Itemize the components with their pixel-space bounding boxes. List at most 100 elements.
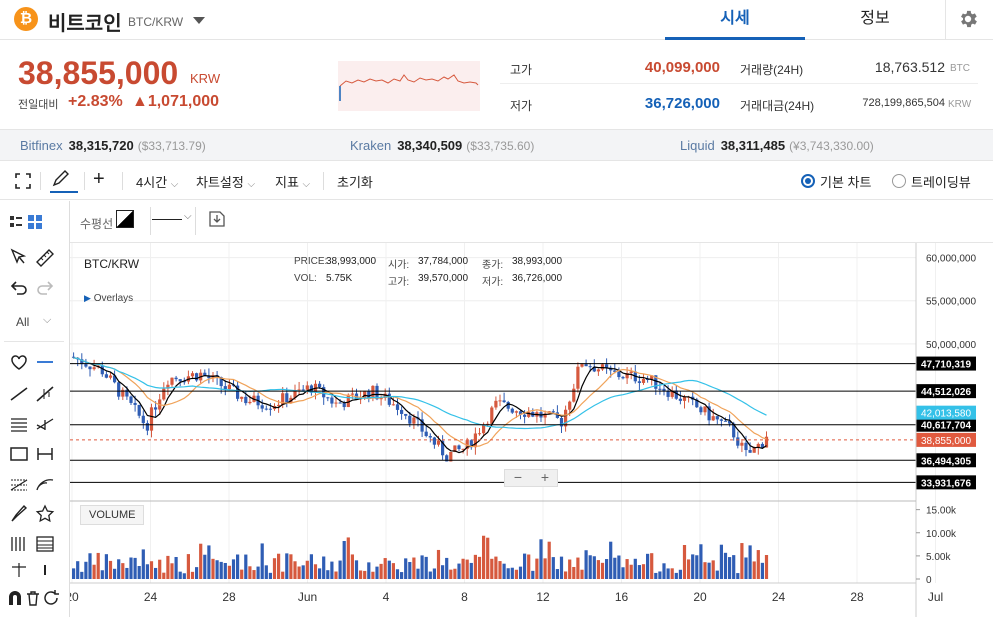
rectangle-tool-icon[interactable] bbox=[8, 443, 32, 465]
candle-body bbox=[473, 433, 477, 448]
volume-bar bbox=[498, 561, 502, 579]
volume-panel-label: VOLUME bbox=[80, 505, 145, 525]
horizontal-line-label: 36,494,305 bbox=[921, 456, 971, 467]
heart-favorite-icon[interactable] bbox=[8, 351, 32, 373]
y-tick-label: 60,000,000 bbox=[926, 254, 976, 265]
volume-bar bbox=[199, 543, 203, 579]
reset-button[interactable]: 초기화 bbox=[337, 175, 373, 190]
undo-icon[interactable] bbox=[8, 277, 32, 299]
candle-body bbox=[514, 411, 518, 413]
volume-bar bbox=[318, 568, 322, 579]
tab-info[interactable]: 정보 bbox=[860, 10, 890, 27]
chevron-down-icon: ⌵ bbox=[184, 211, 192, 222]
price-chart[interactable]: 47,710,319 44,512,026 40,617,704 36,494,305… bbox=[70, 243, 993, 617]
candle-body bbox=[764, 436, 769, 448]
tradingview-label[interactable]: 트레이딩뷰 bbox=[911, 175, 971, 190]
star-icon[interactable] bbox=[34, 503, 58, 525]
list-view-icon[interactable] bbox=[8, 211, 32, 233]
volume-bar bbox=[338, 560, 342, 579]
chart-symbol: BTC/KRW bbox=[84, 257, 140, 271]
long-position-icon[interactable] bbox=[8, 559, 32, 581]
horizontal-line-tool-icon[interactable] bbox=[34, 351, 58, 373]
price-range-icon[interactable] bbox=[34, 443, 58, 465]
volume-24h: 18,763.512 bbox=[874, 59, 945, 75]
candle-body bbox=[322, 387, 326, 398]
candle-body bbox=[113, 375, 117, 383]
zoom-in-button[interactable]: + bbox=[540, 469, 550, 485]
candle-body bbox=[281, 393, 285, 405]
fib-arc-icon[interactable] bbox=[34, 473, 58, 495]
candle-body bbox=[719, 419, 723, 421]
chart-settings-select[interactable]: 차트설정 ⌵ bbox=[196, 172, 255, 191]
volume-bar bbox=[80, 571, 84, 579]
coin-select-chevron-down-icon[interactable] bbox=[193, 17, 205, 24]
toolbar-divider bbox=[122, 172, 123, 190]
table-icon[interactable] bbox=[34, 533, 58, 555]
candle-body bbox=[641, 379, 646, 383]
candle-body bbox=[260, 405, 264, 409]
save-drawing-icon[interactable] bbox=[206, 208, 228, 233]
pitchfork-icon[interactable] bbox=[34, 413, 58, 435]
volume-bar bbox=[330, 561, 334, 579]
exchange-price: 38,311,485 bbox=[720, 138, 786, 153]
volume-bar bbox=[108, 560, 113, 579]
grid-view-icon[interactable] bbox=[26, 211, 50, 233]
toolbar-divider bbox=[323, 172, 324, 190]
redo-icon[interactable] bbox=[34, 277, 58, 299]
overlays-toggle[interactable]: ▶ Overlays bbox=[84, 293, 133, 304]
volume-bar bbox=[121, 563, 125, 579]
zoom-out-button[interactable]: − bbox=[513, 469, 523, 485]
brush-icon[interactable] bbox=[8, 503, 32, 525]
candle-body bbox=[236, 385, 240, 399]
add-icon[interactable]: + bbox=[93, 168, 105, 190]
volume-bar bbox=[211, 558, 215, 579]
fullscreen-icon[interactable] bbox=[14, 172, 32, 193]
volume-bar bbox=[322, 556, 326, 579]
candle-body bbox=[584, 364, 588, 367]
parallel-lines-icon[interactable] bbox=[8, 413, 32, 435]
info-close-value: 38,993,000 bbox=[512, 256, 563, 267]
volume-bar bbox=[424, 556, 428, 579]
draw-pencil-icon[interactable] bbox=[50, 169, 78, 193]
candle-body bbox=[137, 404, 141, 416]
play-icon: ▶ bbox=[84, 293, 91, 303]
candle-body bbox=[100, 365, 104, 375]
volume-bar bbox=[469, 562, 473, 579]
change-rate: +2.83% bbox=[68, 93, 123, 110]
short-position-icon[interactable] bbox=[34, 559, 58, 581]
price-chart-svg[interactable]: 47,710,319 44,512,026 40,617,704 36,494,305… bbox=[70, 243, 993, 617]
chevron-down-icon: ⌵ bbox=[43, 314, 52, 326]
volume-bar bbox=[88, 553, 92, 579]
magnet-icon[interactable] bbox=[4, 587, 28, 609]
info-vol-key: VOL: bbox=[294, 273, 317, 284]
volume-bar bbox=[92, 564, 96, 579]
high-price: 40,099,000 bbox=[644, 59, 720, 76]
line-style-select[interactable] bbox=[152, 219, 182, 220]
info-open-key: 시가: bbox=[388, 260, 410, 271]
volume-bar bbox=[572, 566, 576, 579]
y-tick-label: 55,000,000 bbox=[926, 297, 976, 308]
tab-market-price[interactable]: 시세 bbox=[665, 0, 805, 40]
candle-body bbox=[268, 408, 272, 410]
value-24h-unit: KRW bbox=[948, 99, 972, 110]
vertical-lines-icon[interactable] bbox=[8, 533, 32, 555]
x-tick-label: 20 bbox=[70, 590, 79, 604]
interval-select[interactable]: 4시간 ⌵ bbox=[136, 172, 178, 191]
basic-chart-label[interactable]: 기본 차트 bbox=[820, 175, 872, 190]
trend-line-icon[interactable] bbox=[8, 383, 32, 405]
tradingview-radio[interactable] bbox=[892, 174, 906, 188]
cursor-select-icon[interactable] bbox=[8, 247, 32, 269]
refresh-icon[interactable] bbox=[40, 587, 64, 609]
indicators-select[interactable]: 지표 ⌵ bbox=[275, 172, 310, 191]
candle-body bbox=[715, 416, 719, 420]
trash-icon[interactable] bbox=[22, 587, 46, 609]
ray-line-icon[interactable] bbox=[34, 383, 58, 405]
tool-filter-select[interactable]: All bbox=[16, 315, 30, 329]
candle-body bbox=[564, 409, 568, 427]
fibonacci-icon[interactable] bbox=[8, 473, 32, 495]
ruler-icon[interactable] bbox=[34, 247, 58, 269]
volume-bar bbox=[707, 562, 711, 579]
line-color-picker[interactable] bbox=[116, 210, 134, 228]
gear-icon[interactable] bbox=[957, 8, 979, 30]
basic-chart-radio[interactable] bbox=[801, 174, 815, 188]
